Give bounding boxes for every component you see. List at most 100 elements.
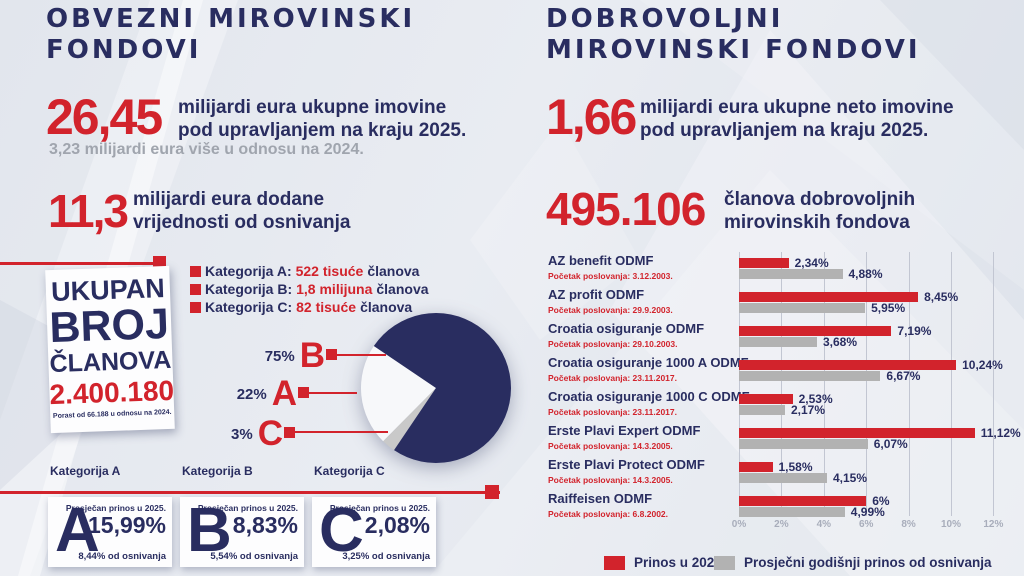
fund-name: Croatia osiguranje 1000 C ODMF: [548, 389, 750, 404]
bar-value-2025: 2,53%: [798, 392, 833, 406]
left-assets-value: 26,45: [46, 89, 163, 145]
bar-prinos-2025: [739, 462, 773, 472]
fund-start-date: Početak poslovanja: 14.3.2005.: [548, 475, 673, 485]
bar-value-2025: 6%: [872, 494, 890, 508]
bar-prinos-od-osnivanja: [739, 302, 866, 313]
bar-prinos-2025: [739, 258, 789, 268]
fund-start-date: Početak poslovanja: 29.9.2003.: [548, 305, 673, 315]
fund-name: Croatia osiguranje 1000 A ODMF: [548, 355, 749, 370]
pie-callout-b: 75% B: [264, 336, 325, 375]
fund-name: AZ benefit ODMF: [548, 253, 654, 268]
gridline: [908, 252, 910, 516]
category-b-card: B Prosječan prinos u 2025. 8,83% 5,54% o…: [180, 497, 304, 567]
legend-item-a: Kategorija A: 522 tisuće članova: [190, 262, 433, 280]
left-assets-note: 3,23 milijardi eura više u odnosu na 202…: [49, 141, 364, 158]
pie-callout-square: [326, 349, 337, 360]
bar-value-2025: 10,24%: [962, 358, 1003, 372]
pie-callout-c: 3% C: [231, 414, 283, 453]
members-box-line2: BROJ: [48, 299, 170, 353]
axis-tick-label: 10%: [940, 519, 961, 530]
connector-line-members: [0, 262, 156, 265]
legend-item-c: Kategorija C: 82 tisuće članova: [190, 298, 433, 316]
category-legend: Kategorija A: 522 tisuće članova Kategor…: [190, 262, 433, 316]
fund-start-date: Početak poslovanja: 3.12.2003.: [548, 271, 673, 281]
axis-tick-label: 0%: [731, 519, 747, 530]
bar-prinos-2025: [739, 326, 892, 336]
right-title-line1: DOBROVOLJNI: [546, 4, 784, 34]
right-members-desc: članova dobrovoljnih mirovinskih fondova: [724, 189, 916, 233]
bar-value-2025: 8,45%: [924, 290, 959, 304]
connector-line-categories: [0, 491, 500, 494]
right-title: DOBROVOLJNI MIROVINSKI FONDOVI: [546, 4, 921, 66]
pie-callout-square: [298, 387, 309, 398]
fund-name: Erste Plavi Protect ODMF: [548, 457, 705, 472]
fund-start-date: Početak poslovanja: 14.3.2005.: [548, 441, 673, 451]
left-title-line1: OBVEZNI MIROVINSKI: [46, 4, 416, 34]
bar-value-since: 6,67%: [886, 369, 921, 383]
fund-name: AZ profit ODMF: [548, 287, 645, 302]
bar-value-since: 4,99%: [850, 505, 885, 519]
total-members-box: UKUPAN BROJ ČLANOVA 2.400.180 Porast od …: [45, 265, 175, 434]
bar-value-since: 3,68%: [823, 335, 858, 349]
fund-name: Erste Plavi Expert ODMF: [548, 423, 701, 438]
pie-callout-a: 22% A: [236, 374, 297, 413]
funds-bar-chart: 0% 2% 4% 6% 8% 10% 12% AZ benefit ODMF Početak p…: [535, 238, 1021, 550]
fund-start-date: Početak poslovanja: 23.11.2017.: [548, 407, 677, 417]
bar-value-since: 6,07%: [873, 437, 908, 451]
pie-callout-square: [284, 427, 295, 438]
bar-prinos-2025: [739, 496, 867, 506]
axis-tick-label: 12%: [983, 519, 1004, 530]
right-members-value: 495.106: [546, 183, 706, 235]
pie-slice-c: [383, 388, 436, 451]
axis-tick-label: 2%: [774, 519, 789, 530]
gridline: [823, 252, 825, 516]
right-assets-value: 1,66: [546, 89, 637, 145]
bar-prinos-od-osnivanja: [739, 370, 881, 381]
legend-item-b: Kategorija B: 1,8 milijuna članova: [190, 280, 433, 298]
axis-tick-label: 6%: [858, 519, 874, 530]
connector-square-categories: [485, 485, 499, 499]
fund-start-date: Početak poslovanja: 6.8.2002.: [548, 509, 669, 519]
fund-start-date: Početak poslovanja: 29.10.2003.: [548, 339, 678, 349]
bar-value-since: 4,88%: [848, 267, 883, 281]
members-note: Porast od 66.188 u odnosu na 2024.: [52, 408, 172, 421]
bar-prinos-2025: [739, 428, 975, 438]
legend-square-icon: [190, 265, 201, 277]
legend-square-icon: [190, 283, 201, 295]
legend-red-square-icon: [604, 555, 625, 570]
bar-prinos-od-osnivanja: [739, 268, 843, 279]
axis-tick-label: 8%: [901, 519, 916, 530]
left-title: OBVEZNI MIROVINSKI FONDOVI: [46, 4, 415, 66]
bar-prinos-od-osnivanja: [739, 472, 827, 483]
bar-prinos-2025: [739, 292, 919, 302]
gridline: [739, 252, 740, 516]
category-c-card: C Prosječan prinos u 2025. 2,08% 3,25% o…: [312, 497, 436, 567]
chart-legend-2025: Prinos u 2025.: [604, 555, 726, 570]
bar-value-2025: 11,12%: [980, 426, 1021, 440]
fund-start-date: Početak poslovanja: 23.11.2017.: [548, 373, 677, 383]
gridline: [781, 252, 783, 516]
bar-prinos-2025: [739, 360, 957, 370]
category-b-header: Kategorija B: [182, 464, 253, 478]
pie-slice-b: [373, 313, 511, 464]
pie-callout-line: [337, 353, 386, 356]
fund-name: Croatia osiguranje ODMF: [548, 321, 705, 336]
fund-name: Raiffeisen ODMF: [548, 491, 653, 506]
right-assets-desc: milijardi eura ukupne neto imovine pod u…: [640, 97, 954, 141]
pie-callout-line: [309, 391, 357, 394]
bar-value-2025: 2,34%: [794, 256, 829, 270]
category-a-card: A Prosječan prinos u 2025. 15,99% 8,44% …: [48, 497, 172, 567]
gridline: [951, 252, 952, 516]
gridline: [993, 252, 995, 516]
chart-legend-since: Prosječni godišnji prinos od osnivanja: [714, 555, 992, 570]
left-title-line2: FONDOVI: [46, 35, 202, 65]
bar-value-2025: 7,19%: [897, 324, 932, 338]
legend-square-icon: [190, 301, 201, 313]
bar-prinos-2025: [739, 394, 793, 404]
category-a-header: Kategorija A: [50, 464, 121, 478]
axis-tick-label: 4%: [816, 519, 832, 530]
legend-gray-square-icon: [714, 555, 735, 570]
bar-prinos-od-osnivanja: [739, 404, 785, 415]
gridline: [866, 252, 868, 516]
